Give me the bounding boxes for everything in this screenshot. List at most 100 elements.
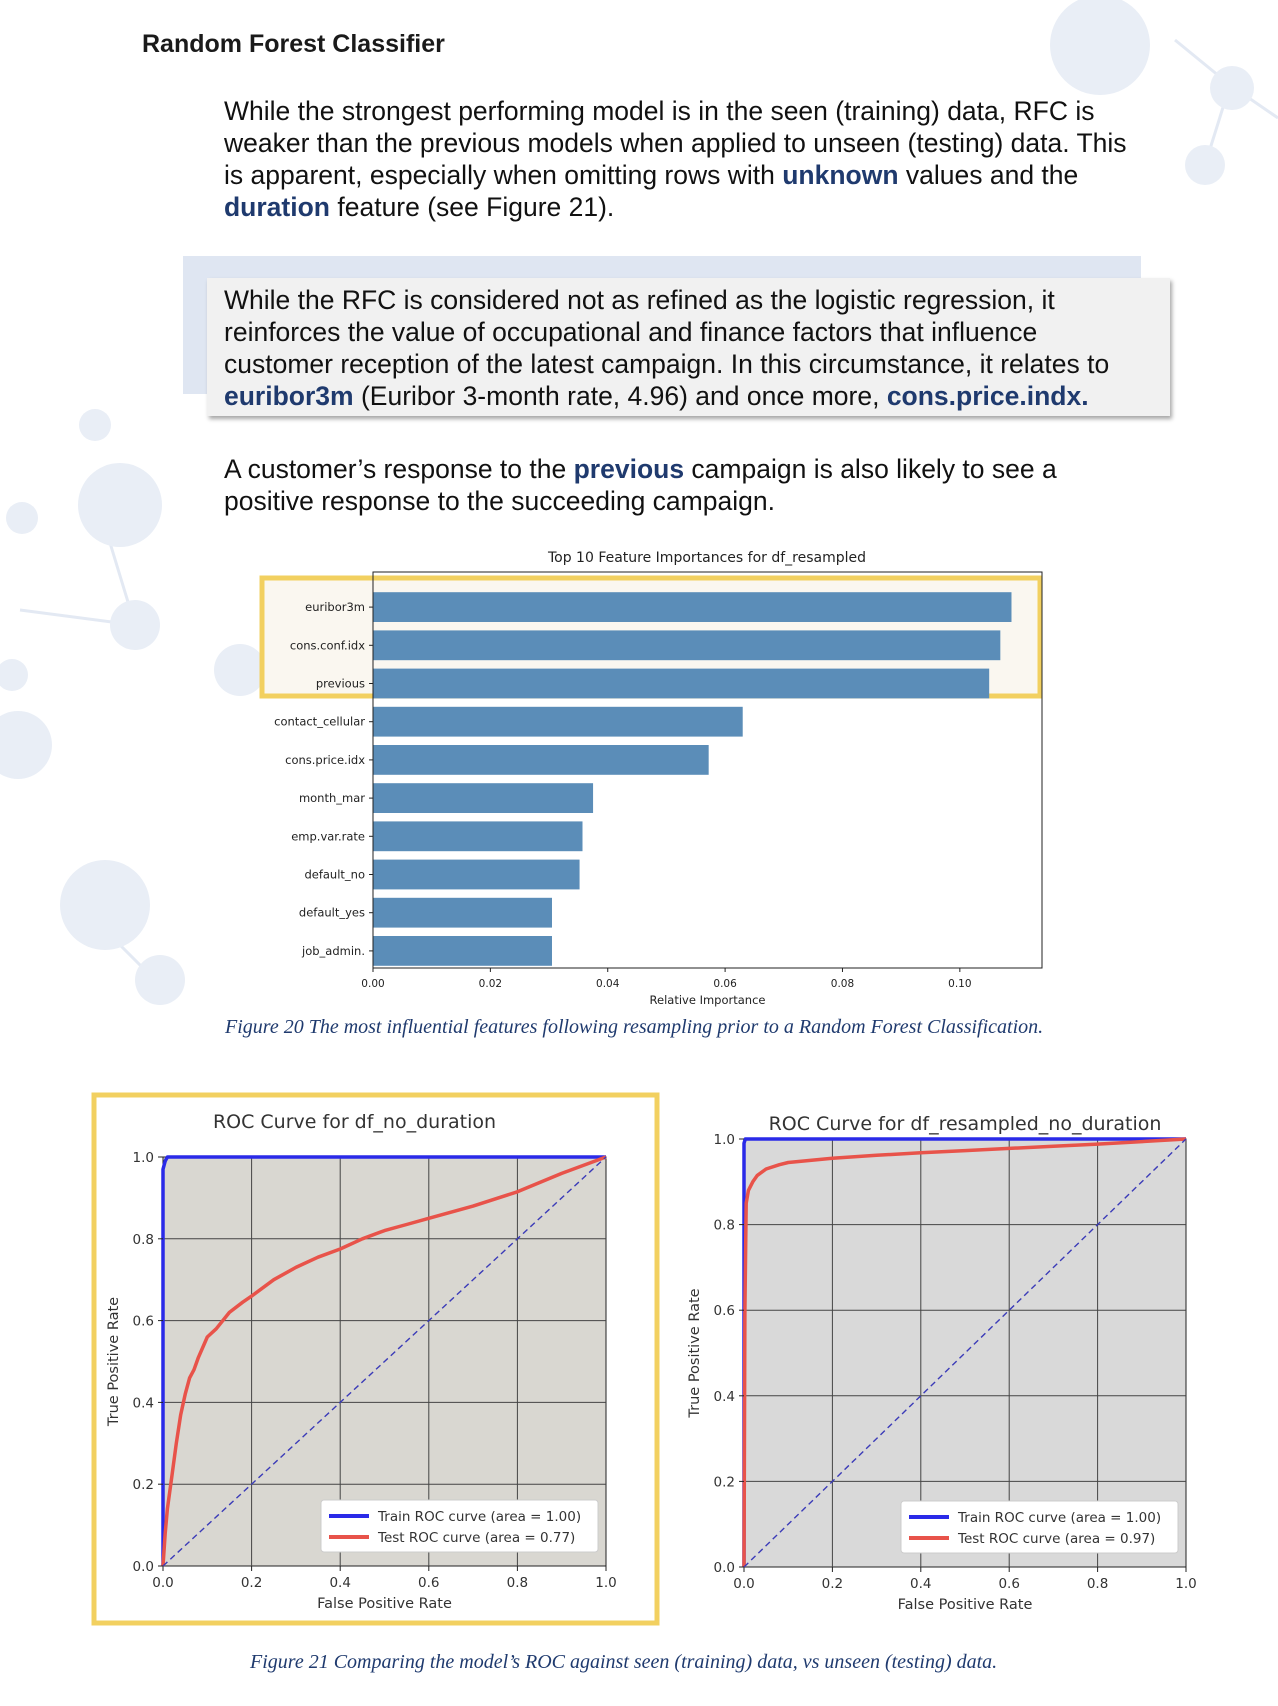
bar-default-yes [373, 897, 552, 928]
intro-line-1: While the strongest performing model is … [224, 96, 1095, 126]
callout-box: While the RFC is considered not as refin… [207, 278, 1170, 416]
intro-text: is apparent, especially when omitting ro… [224, 160, 783, 190]
section-heading: Random Forest Classifier [142, 30, 445, 58]
y-tick-label: emp.var.rate [291, 829, 365, 843]
y-tick-label: 0.0 [133, 1559, 154, 1575]
y-tick-label: 0.8 [714, 1218, 735, 1234]
bar-cons-price-idx [373, 745, 709, 775]
previous-line-2: positive response to the succeeding camp… [224, 486, 775, 516]
legend-label: Test ROC curve (area = 0.97) [957, 1531, 1155, 1547]
y-axis-label: True Positive Rate [687, 1288, 703, 1418]
y-tick-label: 1.0 [714, 1132, 735, 1148]
y-tick-label: previous [316, 677, 365, 691]
test-roc-line [742, 1137, 1187, 1568]
x-tick-label: 0.10 [948, 978, 971, 990]
keyword-duration: duration [224, 192, 330, 222]
y-tick-label: job_admin. [301, 944, 365, 958]
bar-cons-conf-idx [373, 630, 1001, 661]
y-tick-label: 0.8 [133, 1232, 154, 1248]
bar-default-no [373, 859, 580, 890]
y-tick-label: 0.2 [714, 1474, 735, 1490]
x-tick-label: 1.0 [595, 1575, 616, 1591]
legend-label: Train ROC curve (area = 1.00) [957, 1510, 1161, 1526]
x-tick-label: 0.08 [831, 978, 854, 990]
y-tick-label: 0.0 [714, 1560, 735, 1576]
legend-label: Test ROC curve (area = 0.77) [377, 1530, 575, 1546]
callout-paragraph: While the RFC is considered not as refin… [224, 284, 1164, 412]
chart-title: Top 10 Feature Importances for df_resamp… [547, 550, 866, 566]
x-tick-label: 1.0 [1175, 1576, 1196, 1592]
intro-line-4: duration feature (see Figure 21). [224, 191, 1184, 223]
intro-line-3: is apparent, especially when omitting ro… [224, 159, 1184, 191]
y-tick-label: euribor3m [305, 600, 365, 614]
x-tick-label: 0.06 [713, 978, 737, 990]
test-roc-line [161, 1155, 607, 1567]
bar-contact-cellular [373, 706, 743, 737]
y-tick-label: cons.conf.idx [290, 638, 365, 652]
previous-line-1: A customer’s response to the previous ca… [224, 453, 1184, 485]
y-tick-label: 0.4 [133, 1395, 154, 1411]
y-tick-label: contact_cellular [274, 715, 365, 729]
legend-box [900, 1500, 1179, 1554]
x-tick-label: 0.8 [1087, 1576, 1108, 1592]
x-tick-label: 0.00 [361, 978, 384, 990]
y-axis-label: True Positive Rate [106, 1297, 122, 1427]
x-tick-label: 0.4 [910, 1576, 931, 1592]
bar-job-admin- [373, 936, 552, 966]
bar-previous [373, 668, 990, 699]
y-tick-label: default_yes [299, 906, 365, 920]
previous-text: A customer’s response to the [224, 454, 574, 484]
callout-line-3: customer reception of the latest campaig… [224, 349, 1110, 379]
x-tick-label: 0.02 [479, 978, 502, 990]
keyword-cons-price-indx: cons.price.indx. [886, 381, 1089, 411]
keyword-euribor3m: euribor3m [224, 381, 354, 411]
y-tick-label: default_no [304, 868, 365, 882]
x-tick-label: 0.04 [596, 978, 620, 990]
y-tick-label: cons.price.idx [285, 753, 365, 767]
x-tick-label: 0.4 [329, 1575, 350, 1591]
y-tick-label: 0.6 [714, 1303, 735, 1319]
intro-line-2: weaker than the previous models when app… [224, 128, 1127, 158]
x-tick-label: 0.0 [733, 1576, 754, 1592]
legend-label: Train ROC curve (area = 1.00) [377, 1509, 581, 1525]
previous-paragraph: A customer’s response to the previous ca… [224, 453, 1184, 517]
x-tick-label: 0.0 [152, 1575, 173, 1591]
plot-frame [372, 571, 1043, 969]
callout-line-1: While the RFC is considered not as refin… [224, 285, 1055, 315]
y-tick-label: 0.4 [714, 1389, 735, 1405]
bar-euribor3m [373, 592, 1012, 622]
callout-line-2: reinforces the value of occupational and… [224, 317, 1038, 347]
figure-21-caption: Figure 21 Comparing the model’s ROC agai… [250, 1651, 998, 1673]
y-tick-label: 0.6 [133, 1314, 154, 1330]
chance-diagonal-line [162, 1156, 607, 1567]
callout-text: (Euribor 3-month rate, 4.96) and once mo… [353, 381, 887, 411]
callout-line-4: euribor3m (Euribor 3-month rate, 4.96) a… [224, 380, 1164, 412]
chance-diagonal-line [743, 1138, 1187, 1568]
chart-title: ROC Curve for df_resampled_no_duration [769, 1113, 1162, 1135]
x-tick-label: 0.2 [241, 1575, 262, 1591]
x-axis-label: False Positive Rate [317, 1596, 452, 1612]
x-axis-label: False Positive Rate [898, 1597, 1033, 1613]
x-tick-label: 0.6 [418, 1575, 439, 1591]
keyword-previous: previous [573, 454, 685, 484]
y-tick-label: 1.0 [133, 1150, 154, 1166]
figure-20-caption: Figure 20 The most influential features … [225, 1016, 1044, 1038]
bar-emp-var-rate [373, 821, 583, 852]
x-axis-label: Relative Importance [650, 993, 766, 1007]
x-tick-label: 0.2 [822, 1576, 843, 1592]
y-tick-label: 0.2 [133, 1477, 154, 1493]
x-tick-label: 0.6 [998, 1576, 1019, 1592]
bar-month-mar [373, 783, 594, 813]
intro-paragraph: While the strongest performing model is … [224, 95, 1184, 223]
intro-text: feature (see Figure 21). [330, 192, 615, 222]
x-tick-label: 0.8 [507, 1575, 528, 1591]
legend-box [320, 1499, 599, 1553]
intro-text: values and the [898, 160, 1079, 190]
train-roc-line [161, 1155, 606, 1566]
y-tick-label: month_mar [299, 791, 365, 805]
keyword-unknown: unknown [782, 160, 899, 190]
chart-title: ROC Curve for df_no_duration [213, 1111, 496, 1133]
